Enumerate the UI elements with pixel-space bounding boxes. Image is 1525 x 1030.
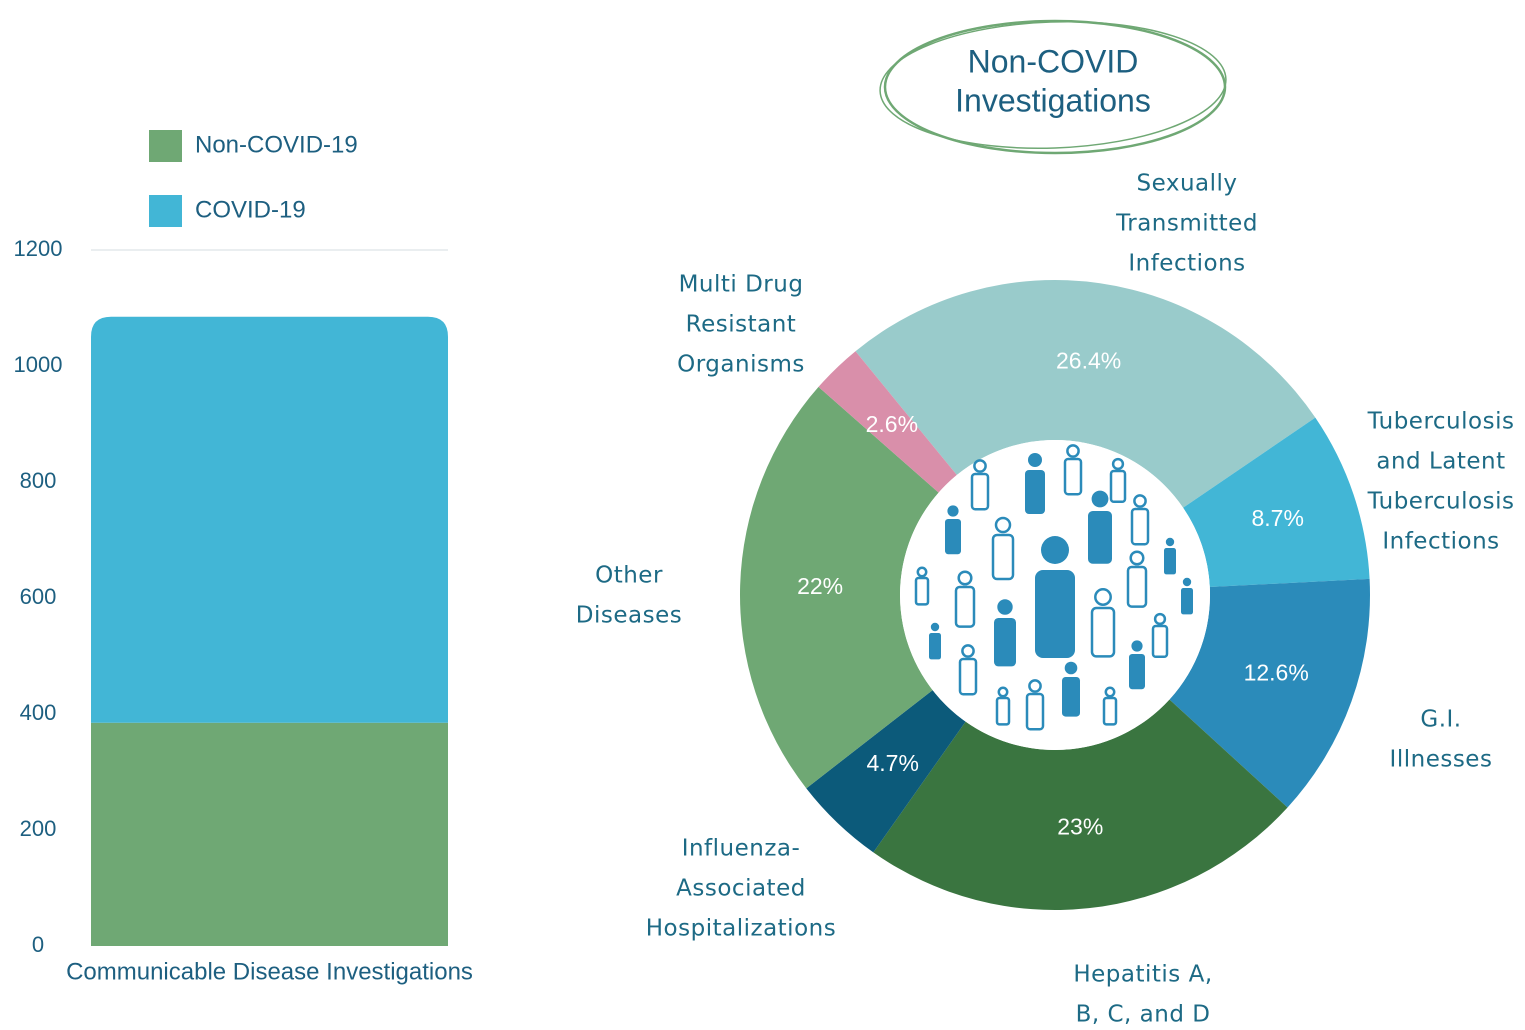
slice-label: Hepatitis A, bbox=[1073, 962, 1212, 988]
donut-slice bbox=[873, 699, 1288, 911]
y-tick-label: 400 bbox=[20, 700, 57, 725]
slice-label: Illnesses bbox=[1390, 747, 1493, 773]
slice-label: Tuberculosis bbox=[1367, 489, 1515, 515]
person-icon bbox=[1028, 679, 1042, 693]
slice-label: G.I. bbox=[1420, 707, 1461, 733]
person-icon bbox=[1025, 470, 1045, 514]
person-icon bbox=[1064, 661, 1078, 675]
y-tick-label: 1200 bbox=[14, 236, 63, 261]
slice-label: Diseases bbox=[576, 603, 682, 629]
person-icon bbox=[1088, 511, 1112, 564]
person-icon bbox=[1133, 494, 1147, 508]
person-icon bbox=[1153, 612, 1167, 626]
person-icon bbox=[1094, 588, 1112, 606]
slice-label: Infections bbox=[1128, 251, 1245, 277]
legend-swatch bbox=[149, 130, 182, 162]
person-icon bbox=[1129, 654, 1145, 690]
person-icon bbox=[1063, 457, 1083, 496]
person-icon bbox=[1126, 565, 1148, 608]
slice-label: Infections bbox=[1382, 529, 1499, 555]
donut-slice bbox=[855, 280, 1316, 508]
person-icon bbox=[1182, 577, 1192, 587]
value-label: 23% bbox=[1057, 814, 1103, 840]
y-tick-label: 200 bbox=[20, 816, 57, 841]
person-icon bbox=[947, 505, 959, 517]
slice-label: Resistant bbox=[686, 312, 797, 338]
person-icon bbox=[1151, 624, 1169, 659]
person-icon bbox=[1181, 588, 1193, 615]
slice-label: Sexually bbox=[1136, 171, 1237, 197]
person-icon bbox=[970, 472, 990, 511]
person-icon bbox=[1025, 692, 1045, 731]
value-label: 4.7% bbox=[866, 750, 918, 776]
person-icon bbox=[991, 533, 1015, 581]
slice-label: Associated bbox=[676, 876, 806, 902]
legend-label: Non-COVID-19 bbox=[195, 131, 358, 158]
person-icon bbox=[1035, 570, 1075, 658]
donut-slice bbox=[818, 351, 957, 493]
value-label: 22% bbox=[797, 573, 843, 599]
donut-slice bbox=[806, 690, 966, 853]
person-icon bbox=[1131, 640, 1143, 652]
person-icon bbox=[961, 644, 975, 658]
person-icon bbox=[1130, 507, 1150, 546]
slice-label: Hospitalizations bbox=[646, 916, 836, 942]
bar-segment bbox=[91, 722, 448, 946]
person-icon bbox=[954, 585, 976, 628]
value-label: 12.6% bbox=[1244, 659, 1309, 685]
bar-segment bbox=[91, 316, 448, 723]
person-icon bbox=[1102, 696, 1118, 726]
x-tick-label: Communicable Disease Investigations bbox=[66, 958, 473, 985]
person-icon bbox=[1164, 548, 1176, 575]
person-icon bbox=[945, 519, 961, 555]
legend-swatch bbox=[149, 195, 182, 227]
person-icon bbox=[1066, 444, 1080, 458]
person-icon bbox=[1111, 457, 1125, 471]
person-icon bbox=[1109, 469, 1127, 504]
person-icon bbox=[914, 576, 930, 606]
person-icon bbox=[1165, 537, 1175, 547]
donut-slice bbox=[740, 386, 939, 789]
y-tick-label: 600 bbox=[20, 584, 57, 609]
slice-label: and Latent bbox=[1376, 449, 1505, 475]
person-icon bbox=[1104, 686, 1116, 698]
y-tick-label: 1000 bbox=[14, 352, 63, 377]
value-label: 8.7% bbox=[1252, 505, 1304, 531]
donut-title: Investigations bbox=[955, 82, 1151, 118]
person-icon bbox=[1041, 536, 1069, 564]
person-icon bbox=[995, 696, 1011, 726]
donut-slice bbox=[1183, 417, 1370, 588]
slice-label: Tuberculosis bbox=[1367, 409, 1515, 435]
person-icon bbox=[1091, 490, 1109, 508]
slice-label: Organisms bbox=[677, 352, 805, 378]
slice-label: Transmitted bbox=[1115, 211, 1258, 237]
person-icon bbox=[1028, 453, 1042, 467]
person-icon bbox=[994, 516, 1012, 534]
person-icon bbox=[1090, 606, 1116, 658]
person-icon bbox=[930, 622, 940, 632]
value-label: 2.6% bbox=[866, 411, 918, 437]
donut-title: Non-COVID bbox=[968, 43, 1139, 79]
person-icon bbox=[1129, 550, 1145, 566]
person-icon bbox=[957, 570, 973, 586]
slice-label: Other bbox=[595, 563, 663, 589]
slice-label: Multi Drug bbox=[679, 272, 804, 298]
y-tick-label: 0 bbox=[32, 932, 44, 957]
slice-label: Influenza- bbox=[682, 836, 801, 862]
person-icon bbox=[997, 686, 1009, 698]
y-tick-label: 800 bbox=[20, 468, 57, 493]
person-icon bbox=[958, 657, 978, 696]
person-icon bbox=[916, 566, 928, 578]
person-icon bbox=[929, 633, 941, 660]
value-label: 26.4% bbox=[1056, 347, 1121, 373]
person-icon bbox=[997, 599, 1013, 615]
person-icon bbox=[994, 618, 1016, 667]
donut-slice bbox=[1169, 578, 1371, 808]
person-icon bbox=[1062, 677, 1080, 717]
person-icon bbox=[973, 459, 987, 473]
legend-label: COVID-19 bbox=[195, 196, 306, 223]
slice-label: B, C, and D bbox=[1076, 1002, 1211, 1028]
title-ring bbox=[879, 20, 1227, 150]
